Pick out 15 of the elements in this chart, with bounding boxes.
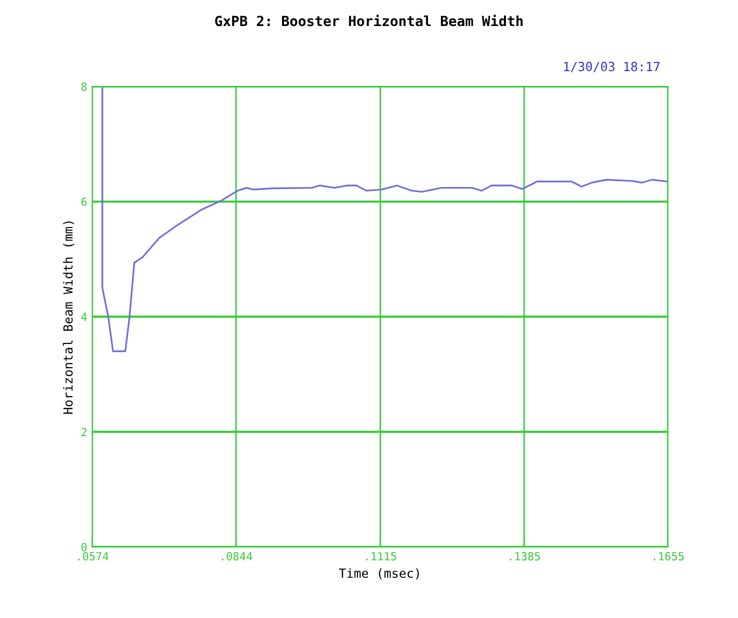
x-tick-label: .1655 (654, 552, 684, 560)
x-tick-label: .1385 (510, 552, 540, 560)
x-tick-label: .0844 (222, 552, 252, 560)
text: 1/30/03 18:17 (564, 62, 660, 72)
y-tick-label: 2 (82, 428, 86, 436)
x-axis-title: Time (msec) (338, 568, 419, 580)
y-axis-title: Horizontal Beam Width (mm) (62, 221, 74, 414)
x-tick-label: .0574 (78, 552, 108, 560)
x-tick-label: .1115 (366, 552, 396, 560)
y-tick-label: 8 (81, 82, 87, 91)
line-series (102, 86, 668, 352)
y-tick-label: 0 (81, 542, 87, 552)
y-tick-label: 6 (81, 198, 87, 206)
chart-title: GxPB 2: Booster Horizontal Beam Width (215, 14, 523, 26)
y-tick-label: 4 (81, 312, 87, 321)
